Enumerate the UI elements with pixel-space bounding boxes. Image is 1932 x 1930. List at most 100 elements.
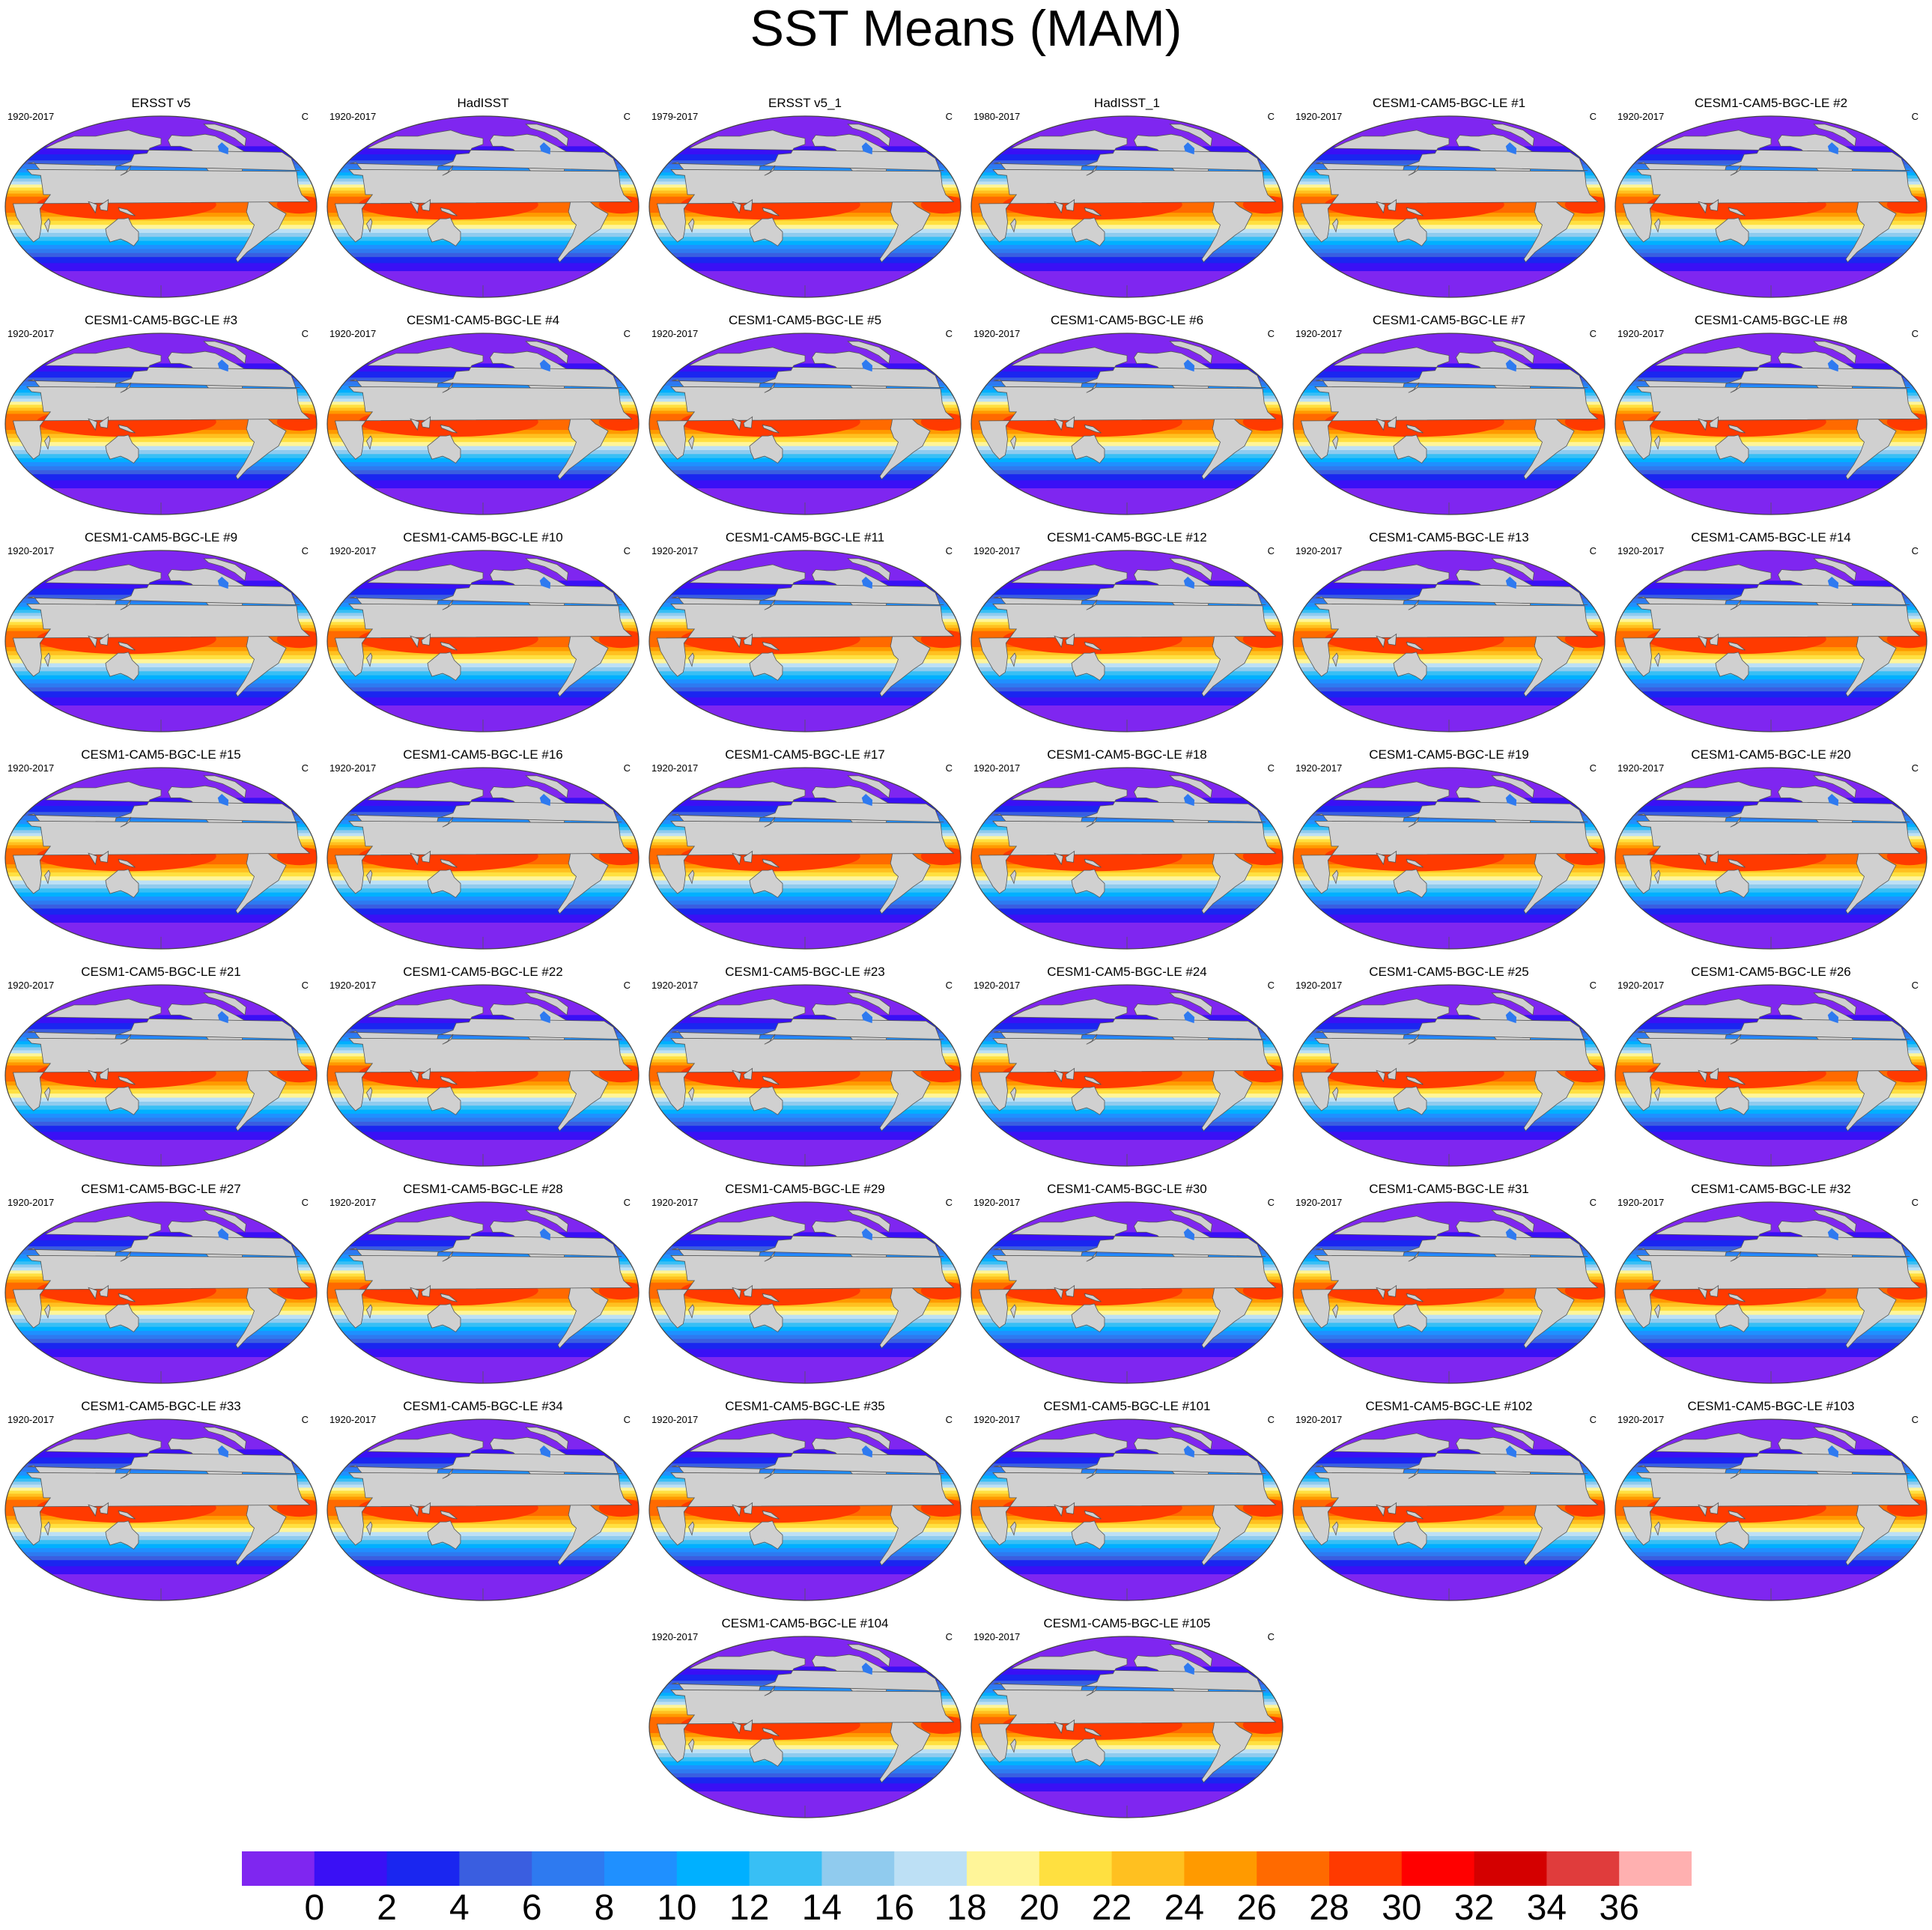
sst-map <box>326 767 640 950</box>
sst-band <box>327 663 639 668</box>
sst-band <box>649 1126 961 1132</box>
landmass <box>421 198 431 211</box>
sst-band <box>649 1314 961 1320</box>
sst-band <box>971 1093 1283 1099</box>
map-panel: CESM1-CAM5-BGC-LE #28 1920-2017 C <box>322 1182 644 1395</box>
landmass <box>1408 1251 1420 1262</box>
landmass <box>1387 1067 1397 1080</box>
sst-band <box>327 1105 639 1111</box>
landmass <box>688 1521 695 1536</box>
sst-band <box>327 876 639 881</box>
sst-band <box>1293 446 1605 451</box>
landmass <box>847 124 890 148</box>
colorbar-box <box>1184 1851 1257 1886</box>
sst-band <box>1293 1302 1605 1308</box>
landmass <box>764 1034 776 1045</box>
sst-band <box>327 1532 639 1537</box>
colorbar-tick-label: 28 <box>1309 1888 1349 1928</box>
sst-band <box>649 1745 961 1750</box>
colorbar-box <box>676 1851 750 1886</box>
sst-band <box>649 1105 961 1111</box>
landmass <box>1201 1063 1253 1132</box>
sst-map <box>648 115 962 298</box>
sst-band <box>327 1540 639 1545</box>
sst-band <box>1293 884 1605 889</box>
colorbar-tick-label: 22 <box>1091 1888 1132 1928</box>
sst-band <box>327 679 639 684</box>
landmass <box>1654 218 1661 233</box>
sst-map <box>648 767 962 950</box>
landmass <box>1086 382 1098 393</box>
landmass <box>1071 1520 1105 1550</box>
panel-period: 1920-2017 <box>973 1414 1021 1425</box>
sst-band <box>971 434 1283 439</box>
panel-units: C <box>945 328 953 339</box>
sst-band <box>327 233 639 237</box>
map-outline <box>1292 767 1606 950</box>
panel-units: C <box>301 762 309 774</box>
sst-band <box>1293 228 1605 234</box>
landmass <box>764 599 776 610</box>
panel-title: CESM1-CAM5-BGC-LE #104 <box>721 1616 889 1630</box>
landmass <box>99 1067 109 1080</box>
panel-title: HadISST <box>457 96 509 110</box>
landmass <box>557 194 609 263</box>
sst-band <box>971 216 1283 222</box>
landmass <box>749 434 783 464</box>
sst-band <box>1293 655 1605 660</box>
landmass <box>1728 1510 1746 1520</box>
sst-band <box>1615 245 1927 249</box>
sst-band <box>5 1085 317 1090</box>
landmass <box>203 124 246 148</box>
sst-band <box>649 663 961 668</box>
landmass <box>105 1086 139 1115</box>
sst-band <box>1293 220 1605 225</box>
panel-period: 1920-2017 <box>329 111 377 122</box>
landmass <box>1730 1468 1742 1479</box>
sst-band <box>1293 1556 1605 1561</box>
sst-band <box>1293 1114 1605 1118</box>
map-panel: CESM1-CAM5-BGC-LE #12 1920-2017 C <box>966 530 1288 744</box>
landmass <box>1845 1280 1897 1349</box>
landmass <box>442 1034 454 1045</box>
sst-band <box>5 1326 317 1332</box>
sst-band <box>5 1097 317 1102</box>
hudson-bay <box>539 1228 551 1241</box>
sst-band <box>1293 1085 1605 1090</box>
panel-units: C <box>1911 1197 1919 1208</box>
landmass <box>557 628 609 697</box>
panel-units: C <box>1267 1197 1275 1208</box>
landmass <box>1845 1063 1897 1132</box>
map-outline <box>326 550 640 732</box>
panel-units: C <box>1267 1414 1275 1425</box>
landmass <box>1406 641 1424 651</box>
sst-band <box>327 1544 639 1549</box>
panel-title: CESM1-CAM5-BGC-LE #27 <box>81 1182 241 1196</box>
sst-band <box>649 1769 961 1774</box>
landmass <box>764 1685 776 1696</box>
landmass <box>427 434 461 464</box>
colorbar-box <box>749 1851 822 1886</box>
landmass <box>656 1472 955 1546</box>
sst-band <box>5 216 317 222</box>
landmass <box>421 1067 431 1080</box>
sst-band <box>5 1566 317 1575</box>
landmass <box>1698 635 1707 649</box>
map-panel: CESM1-CAM5-BGC-LE #102 1920-2017 C <box>1288 1399 1610 1612</box>
map-outline <box>1292 1418 1606 1601</box>
landmass <box>732 201 741 214</box>
sst-band <box>5 679 317 684</box>
panel-title: CESM1-CAM5-BGC-LE #103 <box>1687 1399 1855 1413</box>
sst-band <box>1293 908 1605 915</box>
landmass <box>688 652 695 667</box>
panel-title: CESM1-CAM5-BGC-LE #28 <box>403 1182 563 1196</box>
landmass <box>656 169 955 243</box>
sst-band <box>327 888 639 893</box>
map-outline <box>970 984 1284 1167</box>
landmass <box>743 1502 753 1514</box>
sst-map <box>648 1636 962 1818</box>
sst-band <box>327 667 639 672</box>
panel-title: CESM1-CAM5-BGC-LE #5 <box>728 313 882 327</box>
colorbar-tick-label: 26 <box>1236 1888 1277 1928</box>
landmass <box>440 641 458 651</box>
